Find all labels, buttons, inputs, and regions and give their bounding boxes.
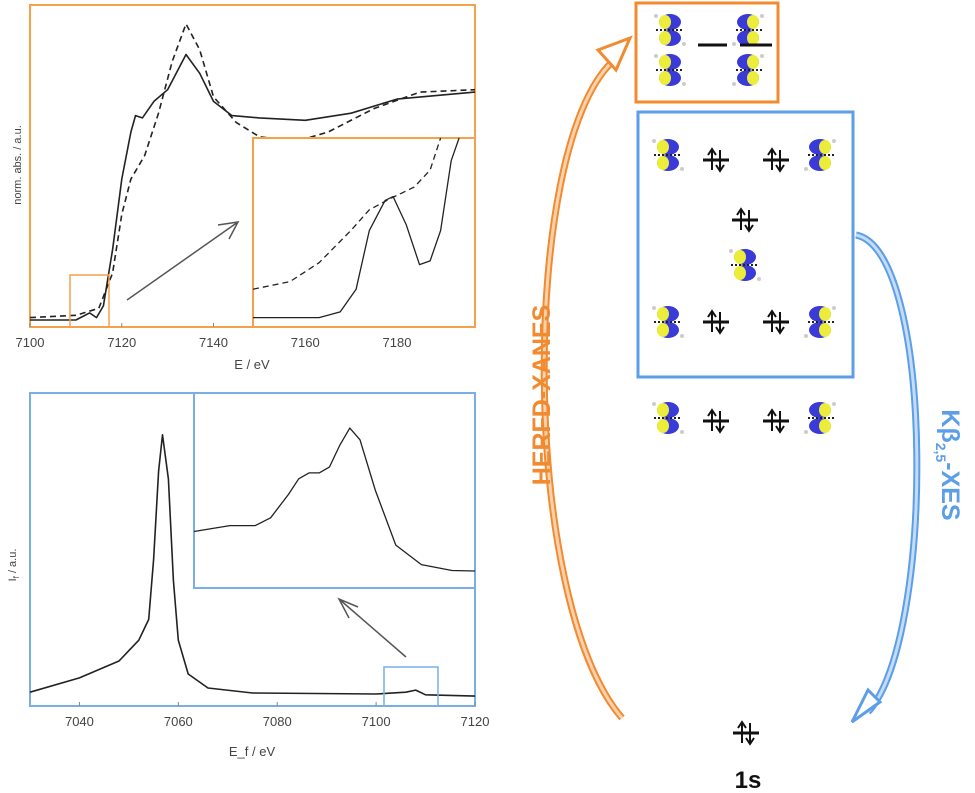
xanes-x-tick-label: 7160 bbox=[291, 335, 320, 350]
orbital-diagram: 1s HERFD-XANES Kβ2,5-XES bbox=[528, 1, 964, 793]
xanes-zoom-region bbox=[69, 274, 110, 328]
xes-x-tick-label: 7080 bbox=[263, 714, 292, 729]
xes-x-tick-label: 7100 bbox=[362, 714, 391, 729]
xanes-x-tick-label: 7120 bbox=[107, 335, 136, 350]
xes-x-axis-label: E_f / eV bbox=[229, 744, 276, 759]
xes-x-tick-label: 7060 bbox=[164, 714, 193, 729]
xes-arrow bbox=[850, 231, 921, 724]
xanes-inset-frame bbox=[252, 137, 476, 328]
xes-zoom-region bbox=[383, 666, 439, 707]
xanes-x-axis-label: E / eV bbox=[234, 357, 270, 372]
kbeta-xes-label: Kβ2,5-XES bbox=[933, 409, 964, 520]
xanes-solid-line bbox=[30, 53, 476, 321]
herfd-arrow bbox=[540, 35, 633, 721]
core-electron-pair bbox=[731, 720, 761, 746]
xes-inset-frame bbox=[193, 392, 476, 589]
core-level-label: 1s bbox=[735, 767, 762, 793]
xanes-x-tick-label: 7100 bbox=[16, 335, 45, 350]
xes-plot: 7040 7060 7080 7100 7120 E_f / eV If / a.u. bbox=[7, 392, 490, 759]
xes-x-tick-label: 7120 bbox=[461, 714, 490, 729]
xanes-y-axis-label: norm. abs. / a.u. bbox=[12, 125, 24, 204]
xanes-zoom-arrow bbox=[126, 221, 240, 301]
xes-inset-solid-line bbox=[193, 427, 476, 572]
unoccupied-orbitals-box bbox=[634, 1, 780, 104]
xanes-x-tick-label: 7180 bbox=[383, 335, 412, 350]
xes-solid-line bbox=[29, 434, 476, 697]
herfd-xanes-label: HERFD-XANES bbox=[528, 305, 556, 486]
xanes-plot: 7100 7120 7140 7160 7180 E / eV norm. abs. /… bbox=[12, 4, 476, 372]
xes-x-tick-label: 7040 bbox=[65, 714, 94, 729]
xanes-inset-dashed-line bbox=[252, 137, 442, 290]
xanes-x-tick-label: 7140 bbox=[199, 335, 228, 350]
occupied-orbitals-box bbox=[636, 110, 855, 379]
xes-y-axis-label: If / a.u. bbox=[7, 549, 21, 582]
xes-zoom-arrow bbox=[337, 597, 407, 658]
